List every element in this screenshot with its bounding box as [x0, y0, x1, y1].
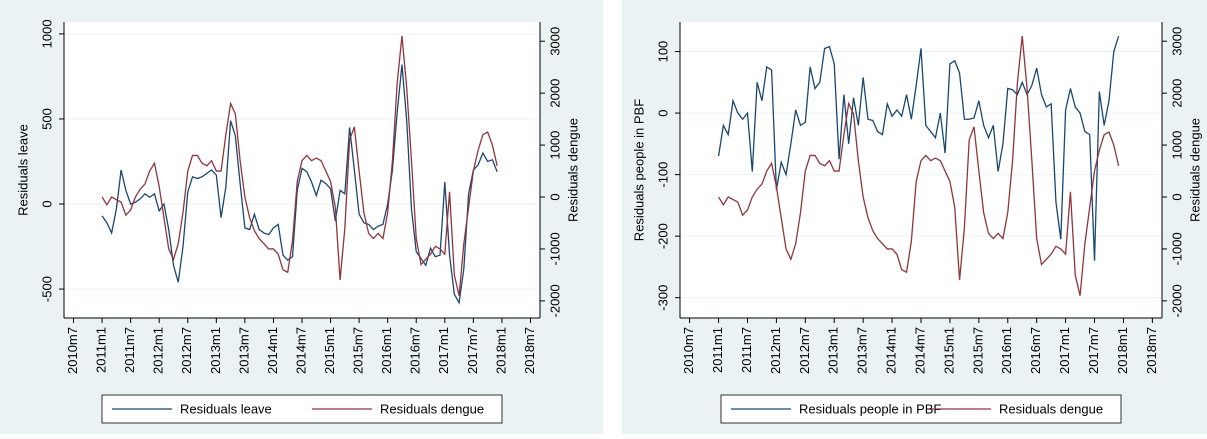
x-tick-label: 2018m7	[522, 327, 537, 374]
y2-tick-label: 0	[547, 193, 562, 200]
y-tick-label: 500	[39, 108, 54, 130]
y2-axis-title: Residuals dengue	[1187, 118, 1202, 222]
y-tick-label: 1000	[39, 19, 54, 48]
x-tick-label: 2011m1	[710, 327, 725, 373]
x-tick-label: 2016m1	[999, 327, 1014, 374]
y-tick-label: 100	[655, 41, 670, 63]
x-tick-label: 2012m1	[151, 327, 166, 374]
data-line	[101, 35, 498, 296]
y2-tick-label: -2000	[1169, 284, 1184, 317]
y2-tick-label: -2000	[547, 284, 562, 317]
x-tick-label: 2018m1	[493, 327, 508, 374]
x-tick-label: 2011m7	[122, 327, 137, 373]
x-tick-label: 2016m1	[379, 327, 394, 374]
x-tick-label: 2011m1	[94, 327, 109, 373]
x-tick-label: 2016m7	[408, 327, 423, 374]
x-tick-label: 2013m1	[826, 327, 841, 374]
y-tick-label: -300	[655, 285, 670, 311]
chart: -500 0 500 1000 -2000 -1000 0 1000 2000 3000 Resid…	[15, 19, 580, 424]
data-line	[101, 64, 498, 305]
y-axis-title: Residuals leave	[15, 124, 30, 216]
y2-tick-label: 0	[1169, 193, 1184, 200]
chart: -300-200-1000100-2000-10000100020003000R…	[631, 22, 1202, 424]
x-tick-label: 2014m7	[912, 327, 927, 374]
legend-label: Residuals people in PBF	[799, 401, 941, 416]
x-tick-label: 2012m7	[179, 327, 194, 374]
plot-area	[680, 22, 1162, 318]
x-tick-label: 2014m1	[884, 327, 899, 374]
y2-tick-label: 3000	[1169, 27, 1184, 56]
x-tick-label: 2013m7	[236, 327, 251, 374]
y-tick-label: -200	[655, 223, 670, 249]
y-axis-title: Residuals people in PBF	[631, 99, 646, 241]
x-tick-label: 2012m7	[797, 327, 812, 374]
x-tick-label: 2010m7	[65, 327, 80, 374]
x-tick-label: 2016m7	[1028, 327, 1043, 374]
y2-tick-label: 2000	[547, 79, 562, 108]
x-tick-label: 2017m7	[1086, 327, 1101, 374]
x-tick-label: 2018m1	[1115, 327, 1130, 374]
legend-label: Residuals dengue	[380, 401, 484, 416]
x-tick-label: 2015m1	[322, 327, 337, 374]
legend-label: Residuals leave	[180, 401, 272, 416]
x-tick-label: 2014m1	[265, 327, 280, 374]
x-tick-label: 2013m1	[208, 327, 223, 374]
x-tick-label: 2013m7	[855, 327, 870, 374]
y-tick-label: 0	[39, 200, 54, 207]
x-tick-label: 2017m1	[436, 327, 451, 374]
y2-axis-title: Residuals dengue	[565, 118, 580, 222]
x-tick-label: 2017m7	[465, 327, 480, 374]
y-tick-label: -100	[655, 162, 670, 188]
y2-tick-label: -1000	[1169, 232, 1184, 265]
x-tick-label: 2011m7	[739, 327, 754, 373]
data-line	[717, 35, 1120, 261]
x-tick-label: 2014m7	[293, 327, 308, 374]
y2-tick-label: 2000	[1169, 79, 1184, 108]
y2-tick-label: 1000	[1169, 131, 1184, 160]
x-tick-label: 2015m7	[351, 327, 366, 374]
x-tick-label: 2012m1	[768, 327, 783, 374]
y2-tick-label: -1000	[547, 232, 562, 265]
x-tick-label: 2015m1	[941, 327, 956, 374]
x-tick-label: 2010m7	[681, 327, 696, 374]
x-tick-label: 2015m7	[970, 327, 985, 374]
legend-label: Residuals dengue	[999, 401, 1103, 416]
x-tick-label: 2017m1	[1057, 327, 1072, 374]
y2-tick-label: 3000	[547, 27, 562, 56]
data-line	[718, 35, 1120, 296]
y2-tick-label: 1000	[547, 131, 562, 160]
y-tick-label: -500	[39, 276, 54, 302]
y-tick-label: 0	[655, 109, 670, 116]
x-tick-label: 2018m7	[1144, 327, 1159, 374]
